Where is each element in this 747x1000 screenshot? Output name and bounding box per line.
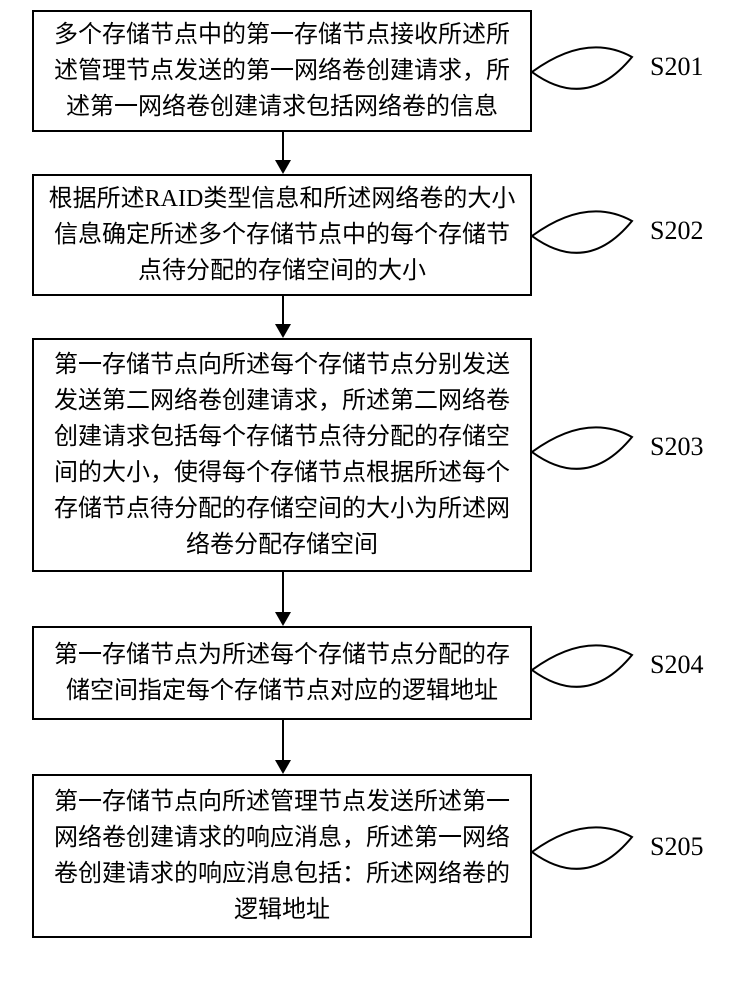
flow-label-s201: S201 xyxy=(650,52,703,82)
arrow-s204-s205 xyxy=(282,720,284,772)
flow-node-s201: 多个存储节点中的第一存储节点接收所述所述管理节点发送的第一网络卷创建请求，所述第… xyxy=(32,10,532,132)
flow-node-s202-text: 根据所述RAID类型信息和所述网络卷的大小信息确定所述多个存储节点中的每个存储节… xyxy=(48,181,516,289)
connector-s202 xyxy=(532,206,642,266)
flow-node-s201-text: 多个存储节点中的第一存储节点接收所述所述管理节点发送的第一网络卷创建请求，所述第… xyxy=(48,17,516,125)
connector-s201 xyxy=(532,42,642,102)
connector-s204 xyxy=(532,640,642,700)
flow-node-s203-text: 第一存储节点向所述每个存储节点分别发送发送第二网络卷创建请求，所述第二网络卷创建… xyxy=(48,347,516,563)
flow-label-s205: S205 xyxy=(650,832,703,862)
flow-node-s205: 第一存储节点向所述管理节点发送所述第一网络卷创建请求的响应消息，所述第一网络卷创… xyxy=(32,774,532,938)
flow-label-s204: S204 xyxy=(650,650,703,680)
flowchart-container: 多个存储节点中的第一存储节点接收所述所述管理节点发送的第一网络卷创建请求，所述第… xyxy=(0,0,747,1000)
flow-node-s202: 根据所述RAID类型信息和所述网络卷的大小信息确定所述多个存储节点中的每个存储节… xyxy=(32,174,532,296)
flow-node-s203: 第一存储节点向所述每个存储节点分别发送发送第二网络卷创建请求，所述第二网络卷创建… xyxy=(32,338,532,572)
flow-node-s204-text: 第一存储节点为所述每个存储节点分配的存储空间指定每个存储节点对应的逻辑地址 xyxy=(48,637,516,709)
arrow-s201-s202 xyxy=(282,132,284,172)
flow-label-s203: S203 xyxy=(650,432,703,462)
arrow-s202-s203 xyxy=(282,296,284,336)
flow-node-s204: 第一存储节点为所述每个存储节点分配的存储空间指定每个存储节点对应的逻辑地址 xyxy=(32,626,532,720)
connector-s203 xyxy=(532,422,642,482)
flow-node-s205-text: 第一存储节点向所述管理节点发送所述第一网络卷创建请求的响应消息，所述第一网络卷创… xyxy=(48,784,516,928)
connector-s205 xyxy=(532,822,642,882)
flow-label-s202: S202 xyxy=(650,216,703,246)
arrow-s203-s204 xyxy=(282,572,284,624)
